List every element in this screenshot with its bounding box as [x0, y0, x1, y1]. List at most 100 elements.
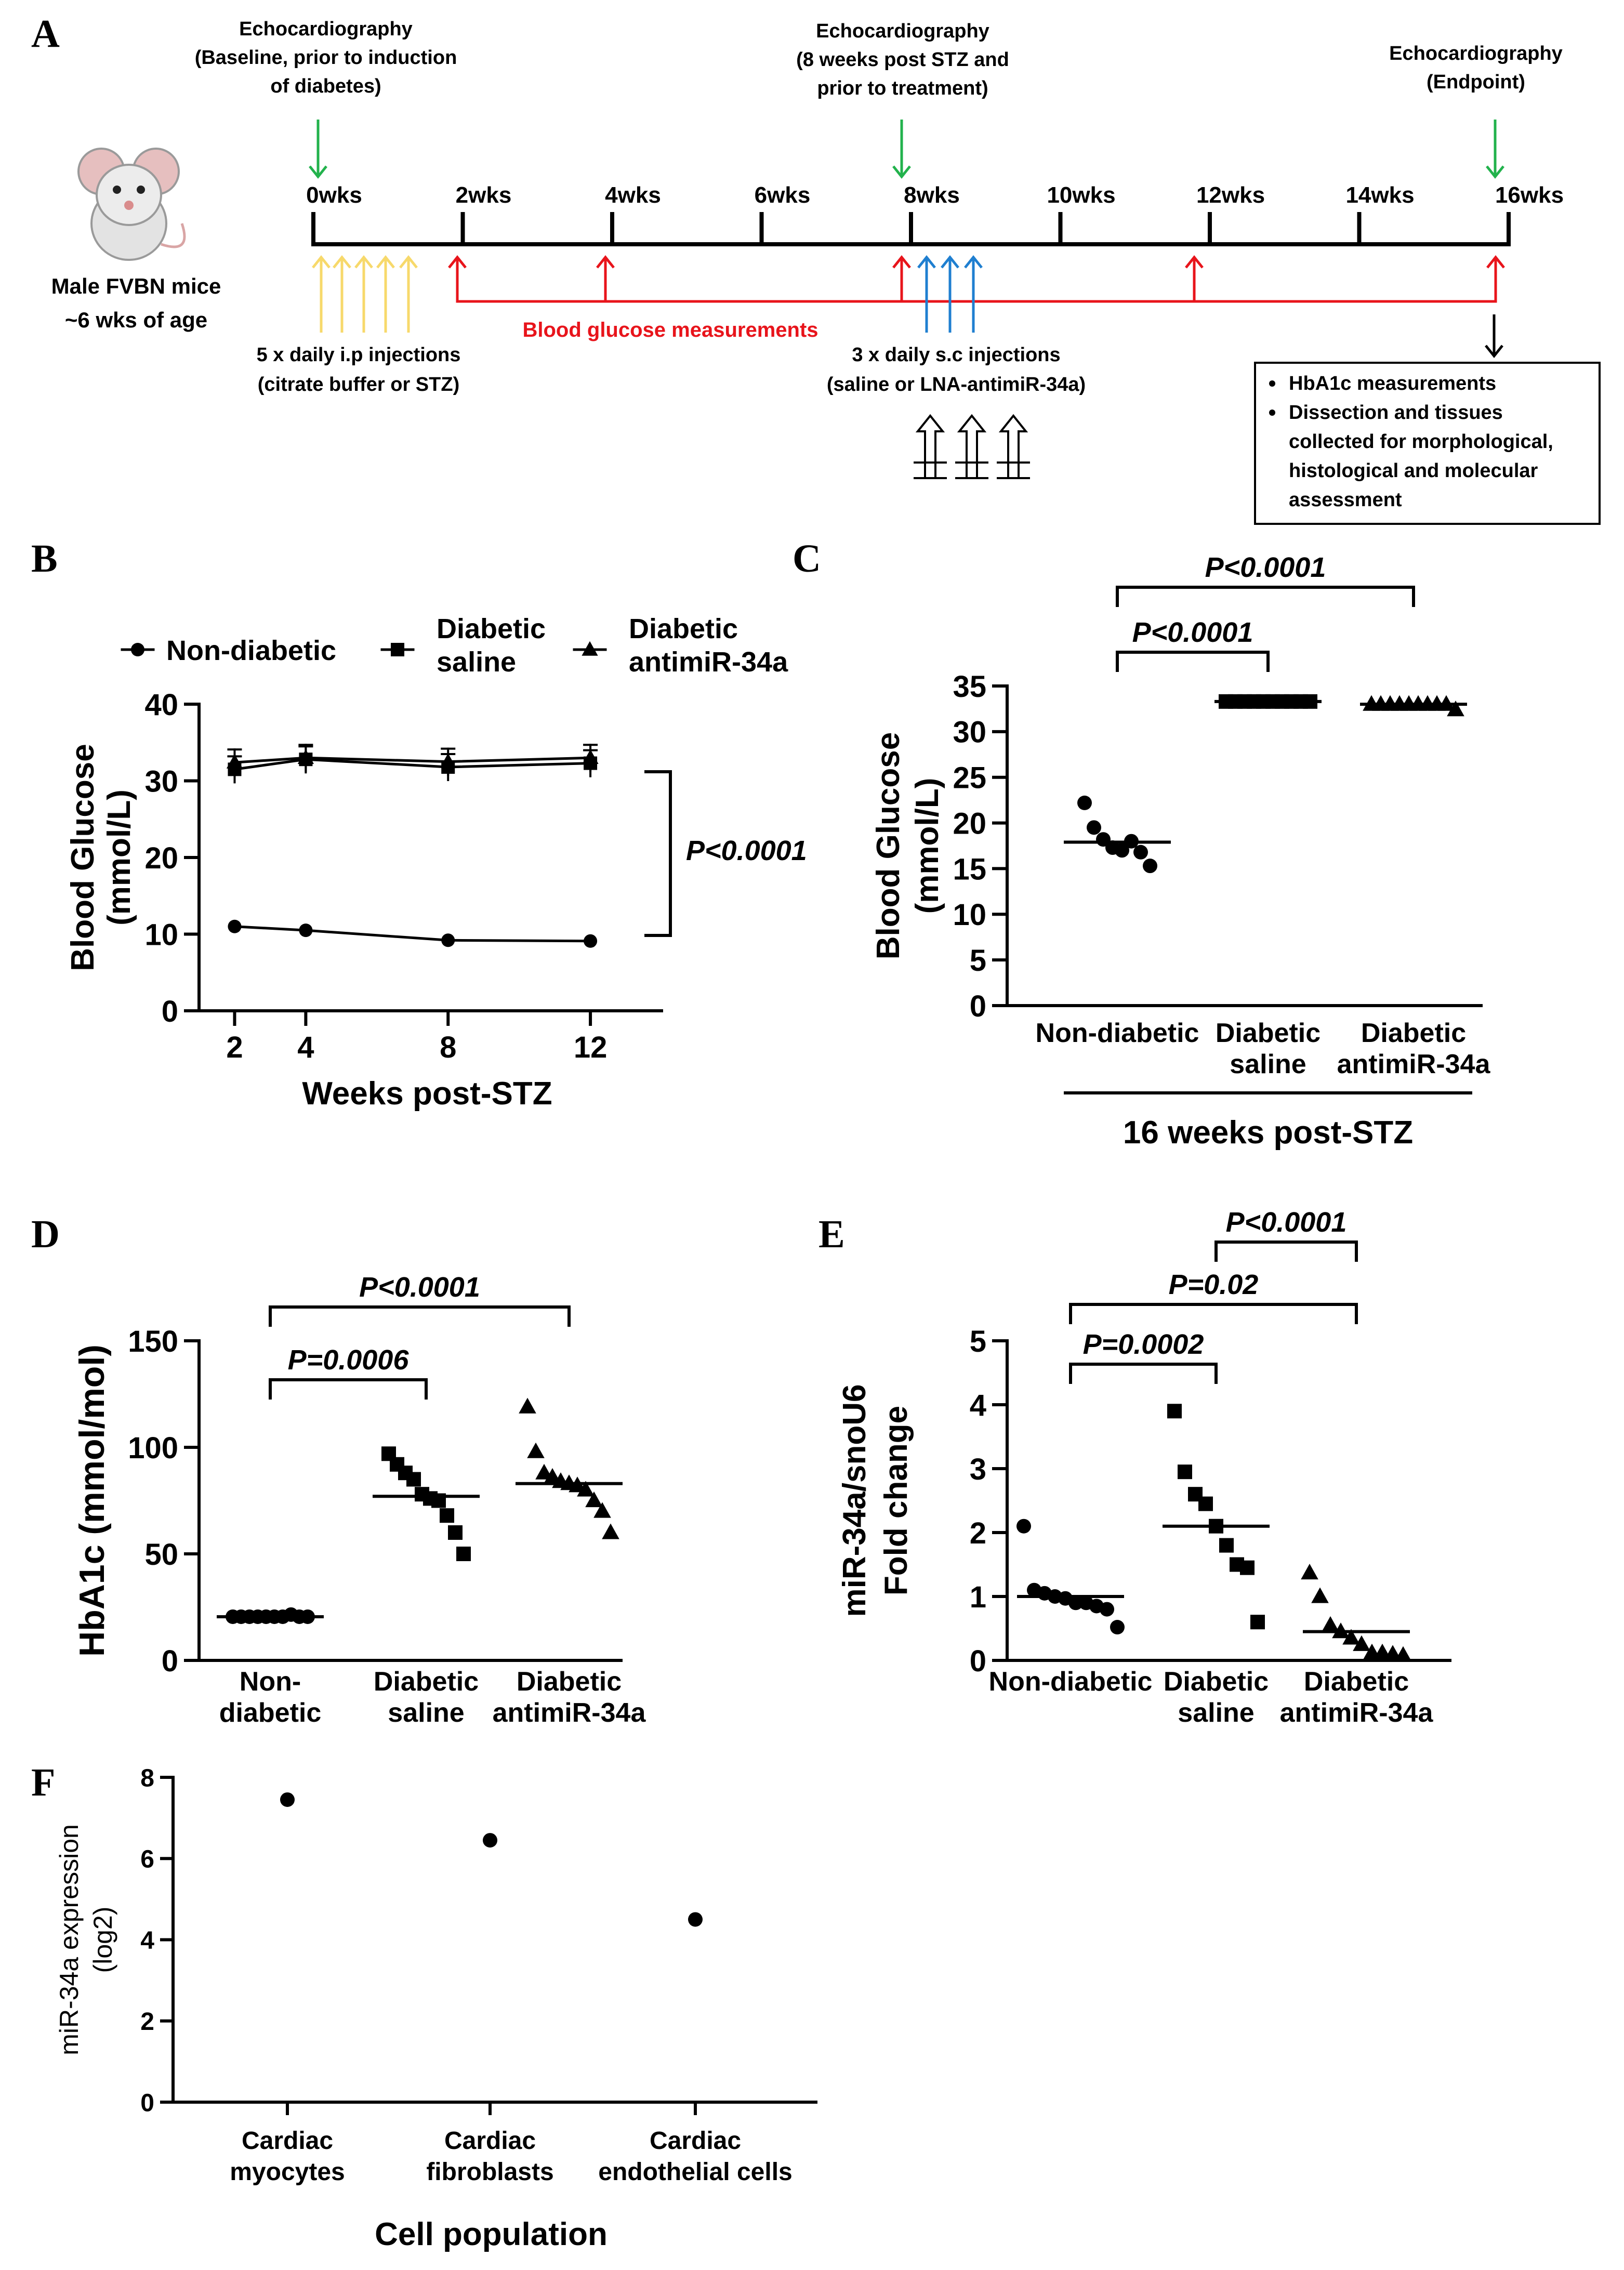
- y-tick-label: 0: [970, 1644, 986, 1678]
- data-point: [1250, 1615, 1265, 1630]
- category-label: saline: [1230, 1049, 1306, 1079]
- legend-label: saline: [437, 646, 516, 678]
- y-axis-f: 0 2 4 6 8: [140, 1764, 175, 2117]
- y-axis: 0 1 2 3 4 5: [970, 1325, 1009, 1678]
- data-point: [1100, 1602, 1114, 1617]
- echo-arrow-8wk: [892, 120, 911, 179]
- bullet: [1269, 410, 1275, 416]
- category-label: Diabetic: [1164, 1667, 1269, 1697]
- mouse-nose: [124, 201, 134, 210]
- bracket-line: [269, 1305, 571, 1327]
- data-point: [1219, 1538, 1234, 1553]
- y-tick-label: 4: [970, 1389, 986, 1422]
- y-tick-label: 5: [970, 944, 986, 978]
- week-label: 0wks: [306, 182, 362, 208]
- data-point: [1167, 1404, 1182, 1419]
- significance-bracket: P<0.0001: [269, 1272, 571, 1327]
- mouse-label: ~6 wks of age: [65, 308, 207, 332]
- significance-bracket: P<0.0001: [1116, 617, 1270, 672]
- group-1: [373, 1446, 480, 1561]
- data-point: [585, 1492, 603, 1508]
- legend-label: Non-diabetic: [166, 635, 336, 666]
- week-label: 4wks: [605, 182, 661, 208]
- echo-endpoint-label: Echocardiography: [1389, 43, 1563, 64]
- arrow-head: [892, 255, 911, 269]
- data-point: [527, 1442, 545, 1458]
- bracket-line: [644, 770, 672, 937]
- data-point: [1301, 1563, 1318, 1580]
- legend-label: Diabetic: [437, 613, 546, 644]
- data-point: [1394, 1646, 1412, 1662]
- arrow-head: [1486, 255, 1505, 269]
- panel-letter-f: F: [31, 1761, 55, 1804]
- y-axis-title: miR-34a/snoU6: [837, 1384, 873, 1617]
- p-value-label: P<0.0001: [1226, 1207, 1347, 1238]
- bullet: [1269, 380, 1275, 387]
- data-point: [1447, 701, 1464, 717]
- category-label: endothelial cells: [598, 2158, 792, 2186]
- category-label: diabetic: [219, 1698, 322, 1728]
- endpoint-item: assessment: [1289, 489, 1402, 511]
- echo-baseline-label: of diabetes): [270, 75, 381, 97]
- significance-bracket: P=0.02: [1069, 1269, 1358, 1324]
- data-point: [1198, 1496, 1213, 1511]
- glucose-arrow: [1185, 255, 1204, 301]
- y-tick-label: 40: [144, 688, 178, 722]
- y-tick-label: 5: [970, 1325, 986, 1358]
- y-tick-label: 25: [953, 761, 986, 795]
- syringe-shape: [957, 414, 987, 479]
- endpoint-item: histological and molecular: [1289, 460, 1538, 482]
- echo-8wk-label: Echocardiography: [816, 20, 989, 42]
- arrow-head: [917, 255, 936, 269]
- arrow-head: [312, 255, 331, 269]
- group-0: [217, 1607, 324, 1624]
- panel-a-timeline: A Male FVBN mice ~6 wks of age 0wks 2wks 4wks…: [31, 12, 1601, 525]
- y-tick-label: 35: [953, 670, 986, 704]
- echo-arrow-endpoint: [1486, 120, 1504, 179]
- significance-bracket: P<0.0001: [1116, 552, 1415, 607]
- category-label: fibroblasts: [426, 2158, 553, 2186]
- sc-injection-arrow: [917, 255, 936, 333]
- glucose-arrow: [596, 255, 615, 301]
- significance-bracket: P=0.0002: [1069, 1329, 1218, 1384]
- category-label: antimiR-34a: [1337, 1049, 1491, 1079]
- data-point: [1311, 1587, 1329, 1603]
- ip-injection-arrow: [376, 255, 395, 333]
- data-point: [1110, 1620, 1125, 1635]
- panel-d-scatter-chart: D 0 50 100 150 HbA1c (mmol/mol) Non-diabetic Di…: [31, 1212, 646, 1728]
- data-point: [1143, 859, 1157, 874]
- y-tick-label: 10: [953, 898, 986, 932]
- x-axis-b: 2 4 8 12: [197, 1009, 663, 1064]
- data-point: [297, 749, 314, 764]
- group-2: [1301, 1563, 1412, 1662]
- ip-label: (citrate buffer or STZ): [258, 374, 459, 395]
- category-label: Non-diabetic: [989, 1667, 1153, 1697]
- y-tick-label: 6: [140, 1846, 154, 1873]
- significance-bracket: P<0.0001: [1214, 1207, 1358, 1262]
- data-point: [1353, 1635, 1370, 1651]
- p-value-label: P<0.0001: [1132, 617, 1253, 648]
- y-tick-label: 0: [970, 989, 986, 1023]
- data-point: [577, 1481, 595, 1497]
- series-line: [234, 925, 591, 943]
- y-tick-label: 50: [144, 1538, 178, 1572]
- y-tick-label: 10: [144, 918, 178, 952]
- category-label: Cardiac: [444, 2127, 536, 2155]
- mouse-head: [96, 164, 162, 226]
- legend-label: antimiR-34a: [629, 646, 788, 678]
- data-point: [406, 1472, 421, 1487]
- panel-letter-a: A: [31, 12, 60, 56]
- y-axis-title: Fold change: [878, 1406, 914, 1595]
- data-point: [440, 753, 456, 768]
- mouse-eye: [137, 186, 145, 194]
- data-point: [280, 1792, 295, 1807]
- data-point: [519, 1397, 536, 1414]
- y-tick-label: 20: [953, 807, 986, 840]
- arrow-head: [376, 255, 395, 269]
- endpoint-box: [1254, 362, 1601, 525]
- data-point: [1374, 1643, 1391, 1659]
- syringe-icon: [914, 414, 947, 479]
- group-2: [1360, 695, 1467, 717]
- legend-b: Non-diabeticDiabeticsalineDiabeticantimi…: [121, 613, 788, 678]
